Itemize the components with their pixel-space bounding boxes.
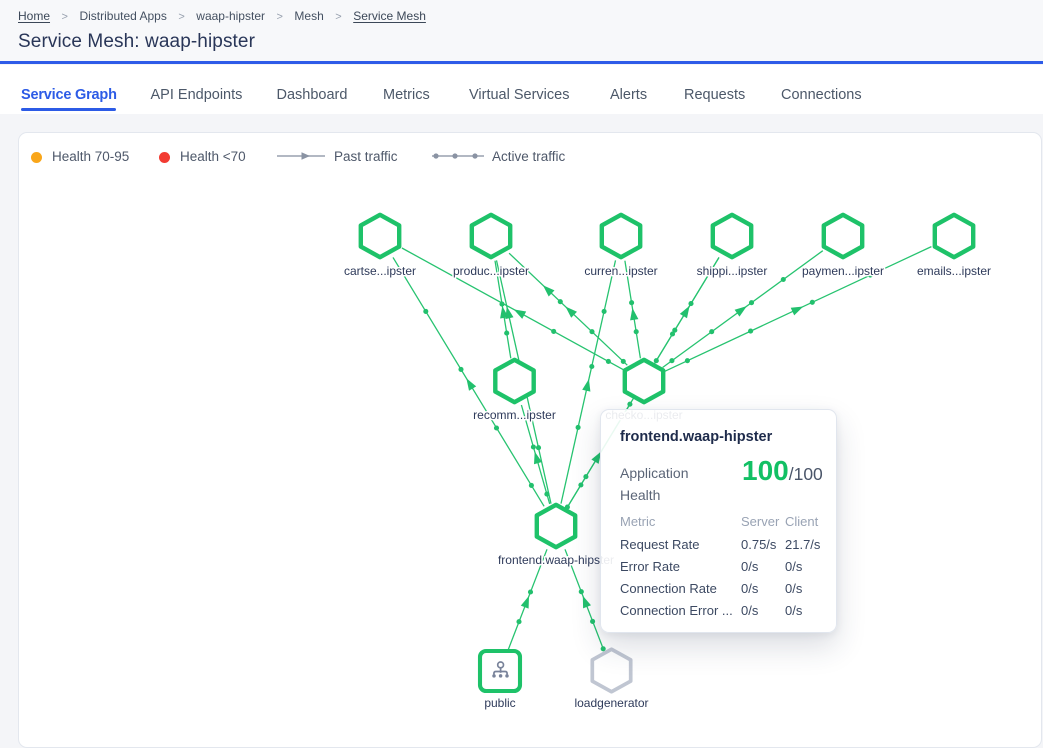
svg-text:recomm...ipster: recomm...ipster xyxy=(473,408,556,422)
svg-text:cartse...ipster: cartse...ipster xyxy=(344,264,416,278)
svg-text:loadgenerator: loadgenerator xyxy=(574,696,648,710)
svg-text:frontend.waap-hipster: frontend.waap-hipster xyxy=(498,553,614,567)
svg-text:produc...ipster: produc...ipster xyxy=(453,264,529,278)
svg-text:curren...ipster: curren...ipster xyxy=(584,264,657,278)
svg-text:emails...ipster: emails...ipster xyxy=(917,264,991,278)
svg-text:public: public xyxy=(484,696,515,710)
svg-text:shippi...ipster: shippi...ipster xyxy=(697,264,768,278)
svg-text:paymen...ipster: paymen...ipster xyxy=(802,264,884,278)
